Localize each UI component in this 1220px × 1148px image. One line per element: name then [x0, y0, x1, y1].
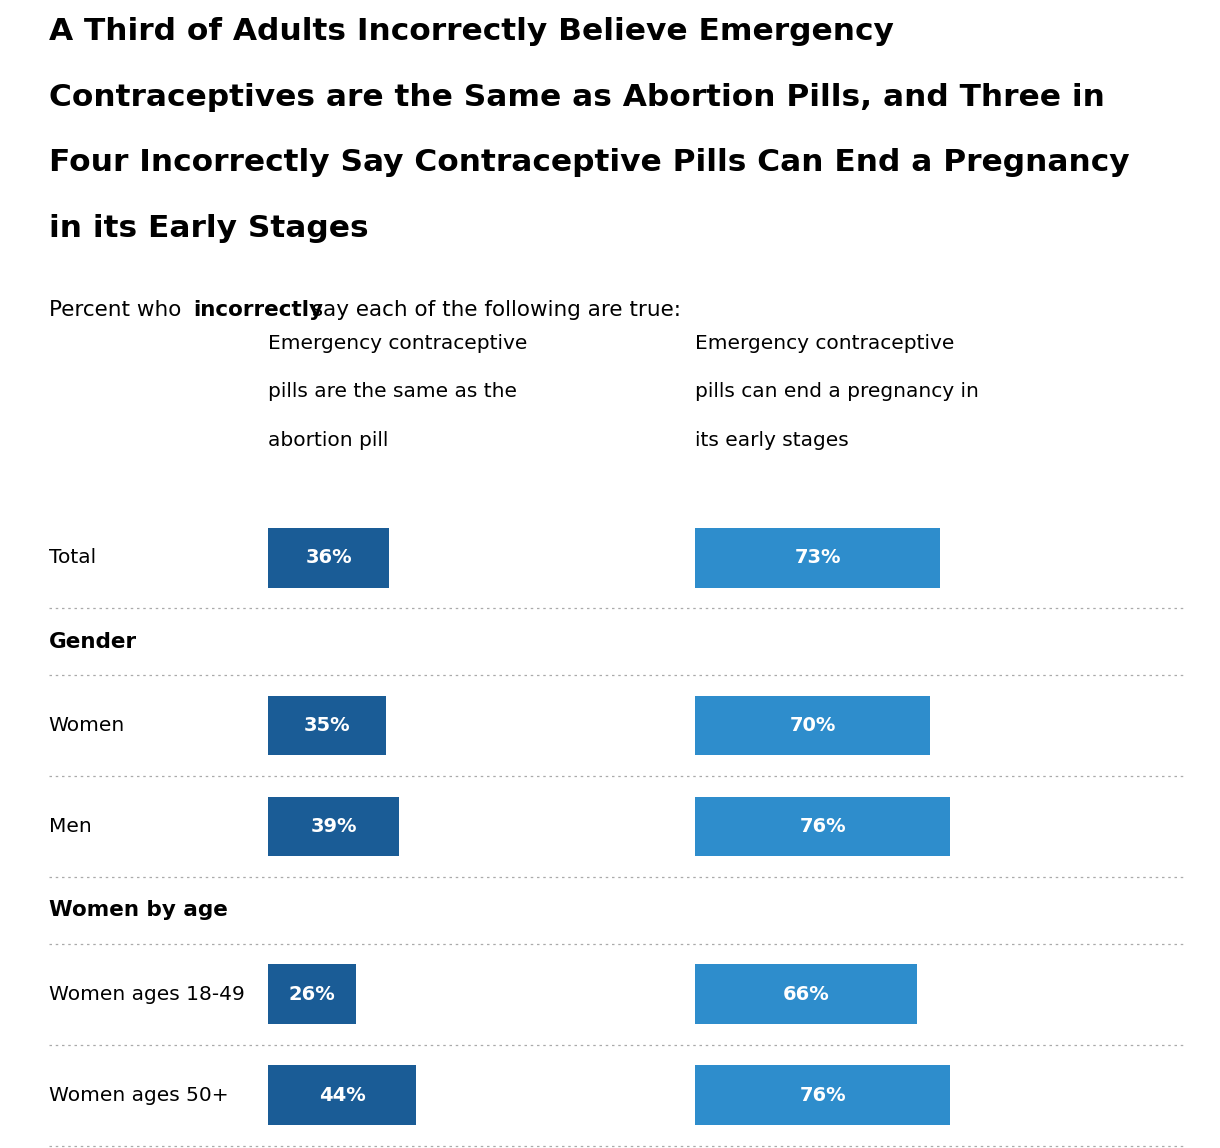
Text: Four Incorrectly Say Contraceptive Pills Can End a Pregnancy: Four Incorrectly Say Contraceptive Pills…: [49, 148, 1130, 177]
Text: pills are the same as the: pills are the same as the: [268, 382, 517, 402]
Bar: [695, 797, 950, 856]
Text: Emergency contraceptive: Emergency contraceptive: [695, 334, 955, 354]
Text: Men: Men: [49, 817, 92, 836]
Bar: [268, 528, 389, 588]
Text: abortion pill: abortion pill: [268, 430, 389, 450]
Bar: [695, 528, 941, 588]
Bar: [695, 696, 930, 755]
Text: Gender: Gender: [49, 631, 137, 652]
Text: Women ages 18-49: Women ages 18-49: [49, 985, 244, 1003]
Text: 35%: 35%: [304, 716, 350, 735]
Text: in its Early Stages: in its Early Stages: [49, 214, 368, 242]
Bar: [695, 964, 917, 1024]
Text: its early stages: its early stages: [695, 430, 849, 450]
Bar: [268, 964, 355, 1024]
Text: Women ages 50+: Women ages 50+: [49, 1086, 228, 1104]
Text: Women: Women: [49, 716, 126, 735]
Text: Emergency contraceptive: Emergency contraceptive: [268, 334, 528, 354]
Text: 39%: 39%: [311, 817, 357, 836]
Text: 76%: 76%: [799, 817, 847, 836]
Bar: [268, 696, 386, 755]
Text: incorrectly: incorrectly: [193, 300, 323, 319]
Bar: [695, 1065, 950, 1125]
Text: Total: Total: [49, 549, 96, 567]
Text: Percent who: Percent who: [49, 300, 188, 319]
Text: 70%: 70%: [789, 716, 836, 735]
Text: 26%: 26%: [289, 985, 336, 1003]
Text: 66%: 66%: [783, 985, 830, 1003]
Text: 76%: 76%: [799, 1086, 847, 1104]
Text: 44%: 44%: [318, 1086, 366, 1104]
Text: 73%: 73%: [794, 549, 841, 567]
Bar: [268, 797, 399, 856]
Text: pills can end a pregnancy in: pills can end a pregnancy in: [695, 382, 980, 402]
Text: Women by age: Women by age: [49, 900, 228, 921]
Text: Contraceptives are the Same as Abortion Pills, and Three in: Contraceptives are the Same as Abortion …: [49, 83, 1104, 111]
Text: say each of the following are true:: say each of the following are true:: [305, 300, 681, 319]
Bar: [268, 1065, 416, 1125]
Text: 36%: 36%: [305, 549, 353, 567]
Text: A Third of Adults Incorrectly Believe Emergency: A Third of Adults Incorrectly Believe Em…: [49, 17, 894, 46]
